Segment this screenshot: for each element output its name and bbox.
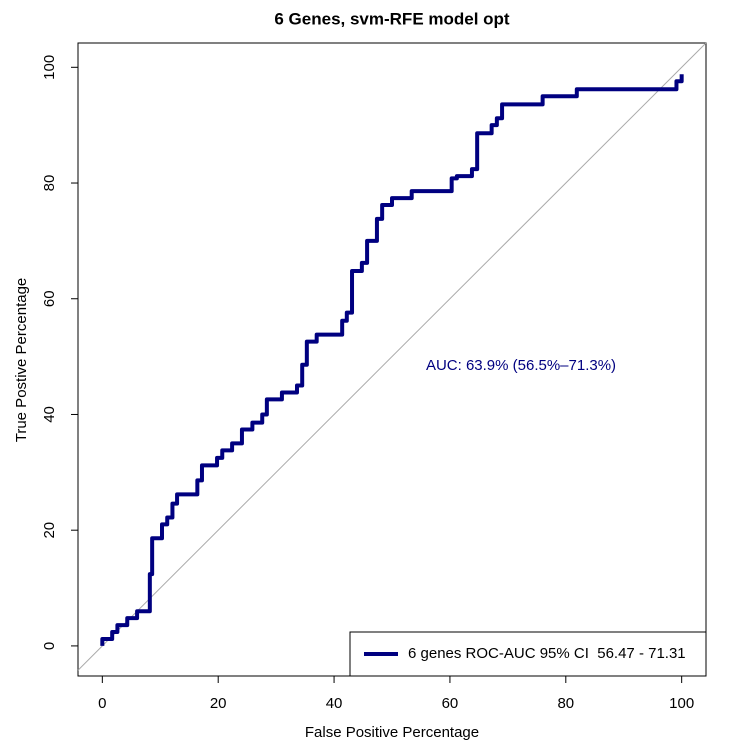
roc-curve [100,74,684,646]
y-tick-label: 40 [41,406,58,423]
y-tick-label: 0 [41,642,58,650]
x-tick-label: 100 [669,695,694,712]
x-tick-label: 80 [557,695,574,712]
chart-title: 6 Genes, svm-RFE model opt [274,9,510,28]
annotation: AUC: 63.9% (56.5%–71.3%) [426,357,616,374]
legend-label: 6 genes ROC-AUC 95% CI 56.47 - 71.31 [408,645,686,662]
y-tick-label: 80 [41,175,58,192]
y-axis-label: True Postive Percentage [13,278,30,443]
y-tick-label: 100 [41,55,58,80]
x-tick-label: 60 [442,695,459,712]
y-tick-label: 20 [41,522,58,539]
reference-line [77,42,707,671]
y-tick-label: 60 [41,290,58,307]
x-tick-label: 20 [210,695,227,712]
x-axis-label: False Positive Percentage [305,724,479,741]
x-tick-label: 0 [98,695,106,712]
legend-box [349,631,707,677]
x-tick-label: 40 [326,695,343,712]
